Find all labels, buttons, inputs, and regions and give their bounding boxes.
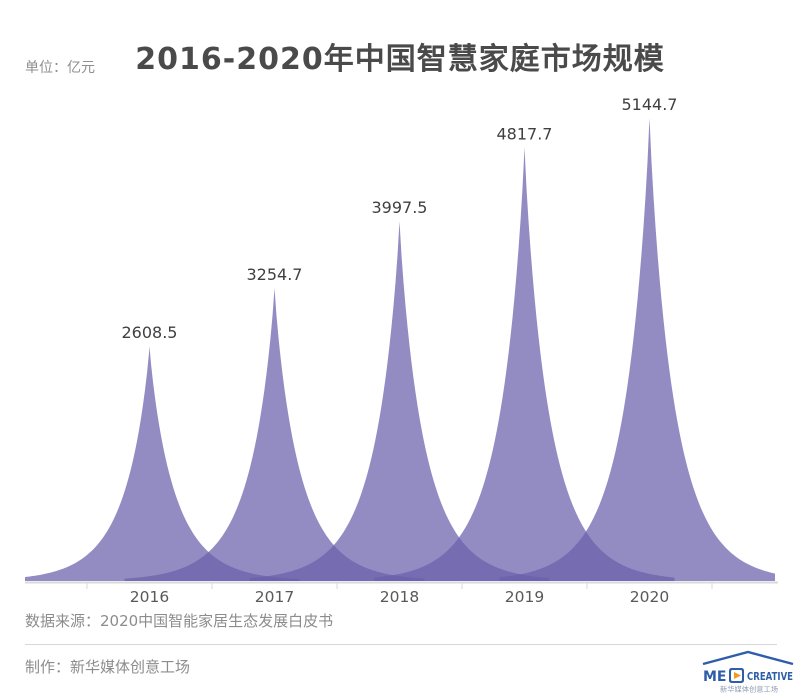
value-label-2018: 3997.5 [372, 198, 428, 217]
value-label-2019: 4817.7 [497, 124, 553, 143]
logo-play-icon [734, 672, 741, 679]
data-source-note: 数据来源：2020中国智能家居生态发展白皮书 [25, 612, 334, 630]
peak-area-2016 [25, 346, 300, 581]
logo-text-me: ME [703, 669, 727, 685]
peak-area-2018 [249, 221, 550, 581]
logo-subtext: 新华媒体创意工场 [720, 685, 778, 694]
peak-area-2020 [499, 118, 775, 581]
value-label-2017: 3254.7 [247, 265, 303, 284]
xinhua-media-creative-logo: ME CREATIVE 新华媒体创意工场 [700, 650, 796, 694]
chart-title: 2016-2020年中国智慧家庭市场规模 [135, 42, 665, 78]
category-label-2020: 2020 [630, 588, 669, 606]
category-label-2017: 2017 [255, 588, 294, 606]
logo-text-creative: CREATIVE [747, 671, 793, 683]
producer-note: 制作：新华媒体创意工场 [25, 658, 191, 676]
category-label-2016: 2016 [130, 588, 169, 606]
peak-area-2017 [124, 288, 425, 581]
value-label-2016: 2608.5 [122, 323, 178, 342]
peak-area-chart: 2608.5 2016 3254.7 2017 3997.5 2018 4817.7 2019… [25, 95, 778, 606]
category-label-2018: 2018 [380, 588, 419, 606]
footer-divider [25, 644, 777, 645]
unit-label: 单位：亿元 [25, 60, 95, 76]
logo-graphic: ME CREATIVE 新华媒体创意工场 [702, 650, 794, 694]
logo-roof-icon [702, 650, 794, 666]
peak-area-2019 [374, 147, 675, 581]
category-label-2019: 2019 [505, 588, 544, 606]
value-label-2020: 5144.7 [622, 95, 678, 114]
